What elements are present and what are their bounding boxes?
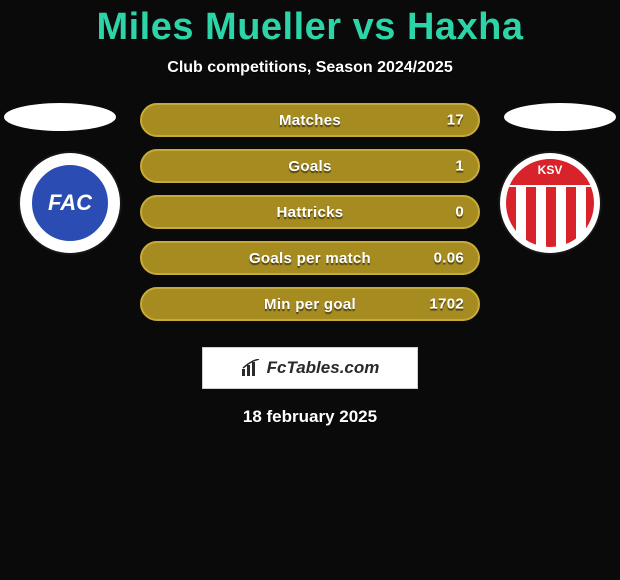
bar-chart-icon [241, 359, 261, 377]
stat-label: Goals per match [249, 250, 371, 267]
stat-label: Matches [279, 112, 341, 129]
team-crest-left: FAC [20, 153, 120, 253]
stat-value: 0 [455, 204, 464, 221]
stats-list: Matches 17 Goals 1 Hattricks 0 Goals per… [140, 103, 480, 333]
brand-label: FcTables.com [267, 358, 380, 378]
player-photo-left-placeholder [4, 103, 116, 131]
stat-value: 1702 [429, 296, 464, 313]
brand-badge[interactable]: FcTables.com [202, 347, 418, 389]
stat-value: 1 [455, 158, 464, 175]
stat-row: Min per goal 1702 [140, 287, 480, 321]
stat-label: Goals [288, 158, 331, 175]
stat-value: 0.06 [434, 250, 464, 267]
player-photo-right-placeholder [504, 103, 616, 131]
subtitle: Club competitions, Season 2024/2025 [0, 59, 620, 77]
team-crest-left-label: FAC [28, 161, 112, 245]
stat-row: Hattricks 0 [140, 195, 480, 229]
stat-value: 17 [447, 112, 464, 129]
page-title: Miles Mueller vs Haxha [0, 0, 620, 49]
stat-label: Min per goal [264, 296, 356, 313]
date-label: 18 february 2025 [0, 407, 620, 427]
team-crest-right-label: KSV [506, 159, 594, 187]
team-crest-right: KSV [500, 153, 600, 253]
stat-row: Goals per match 0.06 [140, 241, 480, 275]
stat-row: Goals 1 [140, 149, 480, 183]
comparison-arena: FAC KSV Matches 17 Goals 1 Hattricks 0 G… [0, 103, 620, 333]
stat-label: Hattricks [277, 204, 344, 221]
stat-row: Matches 17 [140, 103, 480, 137]
